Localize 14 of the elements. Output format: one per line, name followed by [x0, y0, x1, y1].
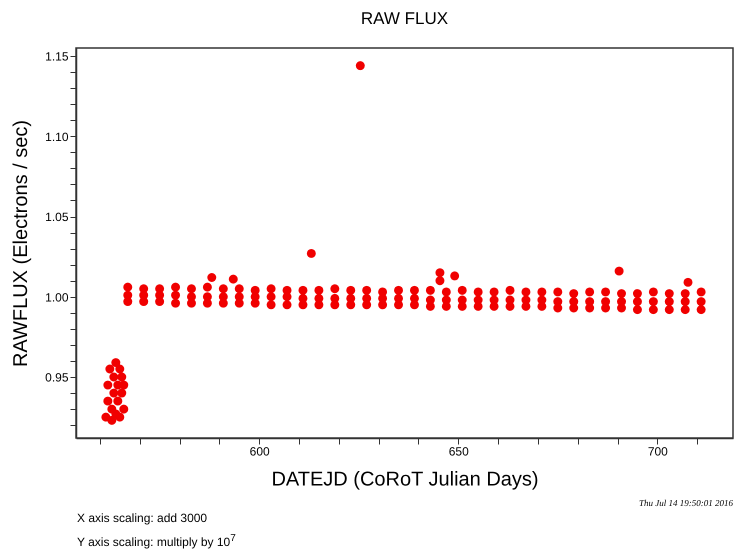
text: X axis scaling: add 3000: [77, 511, 208, 525]
text: Y axis scaling: multiply by 10$^{7}$: [77, 533, 236, 549]
y-tick-label: 1.10: [45, 130, 69, 144]
y-axis-title: RAWFLUX (Electrons / sec): [10, 120, 32, 368]
chart-title: RAW FLUX: [360, 9, 448, 28]
y-tick-label: 1.00: [45, 290, 69, 304]
x-tick-label: 650: [448, 444, 470, 458]
y-tick-label: 0.95: [45, 370, 69, 385]
y-tick-label: 1.05: [45, 210, 69, 224]
x-axis-title: DATEJD (CoRoT Julian Days): [271, 468, 539, 490]
x-tick-label: 700: [648, 444, 668, 458]
y-tick-label: 1.15: [45, 50, 69, 64]
x-tick-label: 600: [250, 444, 270, 458]
text: Thu Jul 14 19:50:01 2016: [639, 498, 733, 508]
